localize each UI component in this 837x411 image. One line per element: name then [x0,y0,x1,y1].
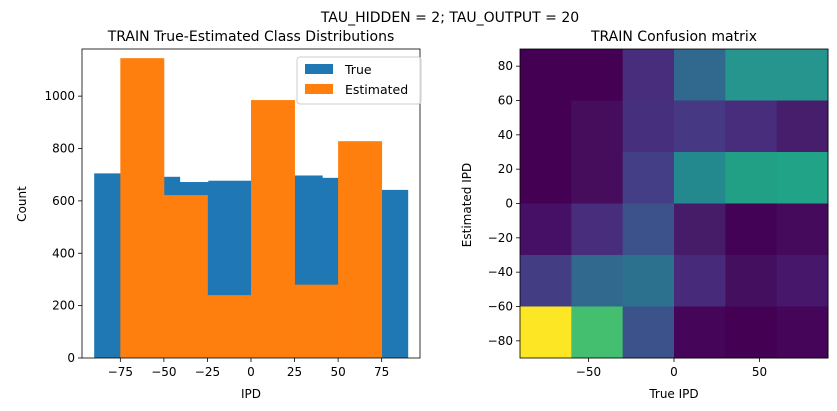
confusion-matrix-y-ticks: −80 −60 −40 −20 0 20 40 60 80 [488,59,520,348]
heatmap-cell [725,255,778,307]
legend-label-true: True [344,62,372,77]
heatmap-cell [674,49,726,101]
heatmap-cell [776,306,829,359]
histogram-legend: True Estimated [296,56,422,105]
confusion-matrix-x-ticks: −50 0 50 [576,358,767,379]
heatmap-cell [571,203,624,256]
heatmap-cell [520,255,572,307]
histogram-x-ticks: −75 −50 −25 0 25 50 75 [108,358,389,379]
heatmap-cell [725,203,778,256]
y-tick-label: 400 [52,246,75,260]
heatmap-cell [776,152,829,204]
x-tick-label: 0 [247,365,255,379]
legend-swatch-true [305,64,333,74]
legend-swatch-estimated [305,84,333,94]
heatmap-cell [571,152,624,204]
heatmap-cell [622,203,675,256]
confusion-matrix-cells [520,49,829,359]
y-tick-label: 60 [498,94,513,108]
confusion-matrix-panel: TRAIN Confusion matrix −50 0 50 −80−60−40−… [460,29,829,401]
histogram-y-label: Count [15,186,29,222]
y-tick-label: 80 [498,59,513,73]
x-tick-label: 75 [374,365,389,379]
heatmap-cell [520,306,572,359]
heatmap-cell [776,203,829,256]
heatmap-cell [725,49,778,101]
estimated-bar [120,58,165,358]
y-tick-label: 1000 [44,89,75,103]
y-tick-label: 600 [52,194,75,208]
y-tick-label: 40 [498,128,513,142]
heatmap-cell [622,49,675,101]
x-tick-label: 50 [752,365,767,379]
heatmap-cell [776,49,829,101]
y-tick-label: 200 [52,299,75,313]
y-tick-label: −80 [488,334,513,348]
y-tick-label: 0 [67,351,75,365]
x-tick-label: −50 [576,365,601,379]
histogram-y-ticks: 0 200 400 600 800 1000 [44,89,82,365]
heatmap-cell [725,152,778,204]
heatmap-cell [571,255,624,307]
confusion-matrix-x-label: True IPD [648,387,698,401]
heatmap-cell [622,255,675,307]
heatmap-cell [571,49,624,101]
histogram-title: TRAIN True-Estimated Class Distributions [107,29,395,45]
y-tick-label: 800 [52,142,75,156]
x-tick-label: −75 [108,365,133,379]
y-tick-label: −20 [488,231,513,245]
heatmap-cell [622,306,675,359]
heatmap-cell [776,100,829,153]
x-tick-label: 0 [670,365,678,379]
legend-label-estimated: Estimated [345,82,408,97]
heatmap-cell [520,203,572,256]
heatmap-cell [674,255,726,307]
heatmap-cell [674,306,726,359]
heatmap-cell [520,49,572,101]
histogram-x-label: IPD [241,387,261,401]
figure-suptitle: TAU_HIDDEN = 2; TAU_OUTPUT = 20 [320,10,579,26]
x-tick-label: −25 [195,365,220,379]
estimated-series-bars [120,58,383,358]
heatmap-cell [776,255,829,307]
estimated-bar [163,195,208,358]
estimated-bar [207,295,252,358]
heatmap-cell [571,100,624,153]
confusion-matrix-y-label: Estimated IPD [460,163,474,247]
x-tick-label: 50 [330,365,345,379]
histogram-panel: TRAIN True-Estimated Class Distributions… [15,29,422,401]
heatmap-cell [622,152,675,204]
heatmap-cell [622,100,675,153]
y-tick-label: −60 [488,300,513,314]
estimated-bar [294,284,339,358]
heatmap-cell [725,100,778,153]
heatmap-cell [674,203,726,256]
heatmap-cell [674,100,726,153]
heatmap-cell [520,100,572,153]
x-tick-label: 25 [287,365,302,379]
heatmap-cell [571,306,624,359]
true-bar [94,173,124,358]
estimated-bar [251,100,295,358]
true-bar [379,189,409,358]
confusion-matrix-title: TRAIN Confusion matrix [590,29,757,45]
y-tick-label: 20 [498,162,513,176]
heatmap-cell [520,152,572,204]
x-tick-label: −50 [151,365,176,379]
y-tick-label: 0 [505,197,513,211]
heatmap-cell [674,152,726,204]
estimated-bar [338,141,383,358]
heatmap-cell [725,306,778,359]
y-tick-label: −40 [488,265,513,279]
